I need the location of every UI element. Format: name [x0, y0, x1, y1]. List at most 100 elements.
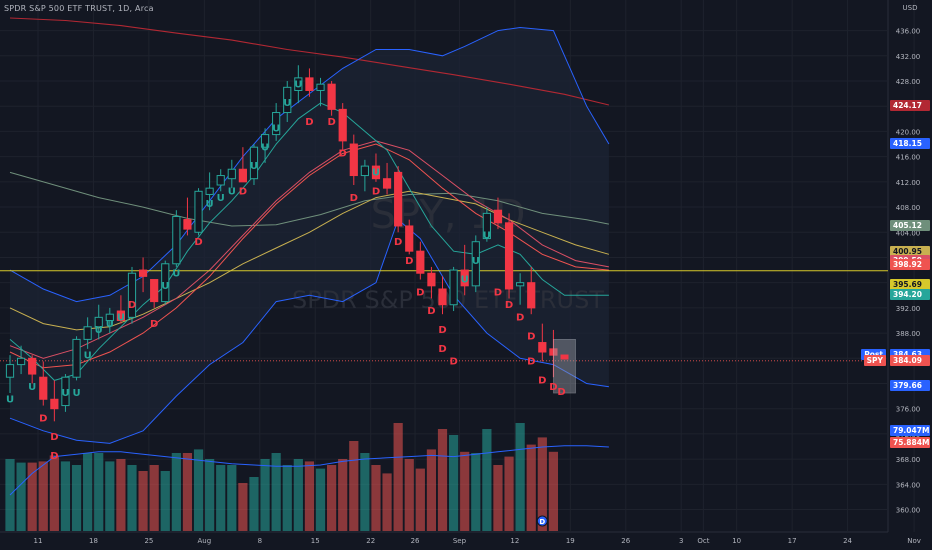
x-tick-label: 25	[144, 537, 153, 545]
price-badge: 398.92	[890, 258, 930, 270]
volume-bar	[49, 455, 59, 531]
x-tick-label: 12	[510, 537, 519, 545]
candle-body	[405, 225, 414, 252]
volume-bar	[127, 465, 137, 531]
candle-body	[61, 376, 70, 407]
event-bubble-label: D	[539, 518, 545, 526]
volume-bar	[238, 483, 248, 531]
price-badge: 424.17	[890, 99, 930, 111]
volume-bar	[482, 429, 492, 531]
volume-bar	[537, 437, 547, 531]
volume-bar	[116, 459, 126, 531]
down-marker: D	[39, 413, 47, 424]
up-marker: U	[461, 275, 469, 286]
down-marker: D	[416, 287, 424, 298]
candle-body	[249, 146, 259, 180]
down-marker: D	[394, 237, 402, 248]
volume-bar	[260, 459, 270, 531]
volume-bar	[138, 471, 148, 531]
x-tick-label: 26	[621, 537, 630, 545]
y-tick-label: 420.00	[896, 128, 921, 136]
volume-bar	[27, 462, 37, 531]
y-tick-label: 436.00	[896, 28, 921, 36]
volume-bar	[449, 435, 459, 531]
candle-body	[205, 187, 214, 195]
price-badge: 418.15	[890, 137, 930, 149]
up-marker: U	[106, 319, 114, 330]
bollinger-upper-line	[9, 26, 610, 303]
candle-body	[394, 171, 403, 227]
price-badge: 405.12	[890, 219, 930, 231]
down-marker: D	[239, 186, 247, 197]
y-tick-label: 392.00	[896, 305, 921, 313]
volume-bar	[548, 451, 559, 531]
price-badge: 394.20	[890, 288, 930, 300]
candle-body	[349, 143, 358, 177]
y-tick-label: 416.00	[896, 154, 921, 162]
indicator-lines	[0, 17, 888, 444]
candle-body	[83, 326, 92, 340]
volume-bar	[38, 461, 48, 531]
candle-body	[272, 112, 281, 136]
y-tick-label: 432.00	[896, 53, 921, 61]
candle-body	[260, 134, 270, 148]
up-marker: U	[172, 268, 180, 279]
y-tick-label: 376.00	[896, 406, 921, 414]
y-tick-label: 388.00	[896, 330, 921, 338]
down-marker: D	[50, 432, 58, 443]
y-tick-label: 364.00	[896, 481, 921, 489]
candle-body	[305, 77, 314, 91]
candle-body	[516, 282, 525, 287]
volume-bar	[227, 465, 237, 531]
bollinger-fill	[10, 27, 609, 444]
volume-bar	[515, 423, 525, 531]
volume-bar	[149, 465, 159, 531]
price-badge-tag: SPY	[863, 355, 886, 367]
volume-bar	[182, 453, 193, 531]
down-marker: D	[527, 331, 535, 342]
x-tick-label: 15	[311, 537, 320, 545]
volume-bar	[371, 465, 381, 531]
y-tick-label: 368.00	[896, 456, 921, 464]
volume-bar	[271, 453, 281, 531]
down-marker: D	[449, 357, 457, 368]
x-tick-label: 24	[843, 537, 852, 545]
up-marker: U	[472, 256, 480, 267]
candle-body	[360, 165, 369, 177]
volume-bar	[382, 473, 392, 531]
price-badge: 395.69	[890, 279, 930, 291]
up-marker: U	[84, 350, 92, 361]
y-tick-label: 360.00	[896, 507, 921, 515]
volume-bar	[493, 465, 503, 531]
currency-label: USD	[903, 4, 918, 12]
candles	[5, 65, 576, 422]
up-marker: U	[283, 98, 291, 109]
down-marker: D	[438, 344, 446, 355]
volume-bar	[83, 453, 93, 531]
candle-body	[16, 357, 26, 366]
down-marker: D	[339, 149, 347, 160]
candle-body	[482, 212, 491, 240]
volume-bar	[471, 453, 481, 531]
up-marker: U	[261, 142, 269, 153]
x-tick-label: 10	[732, 537, 741, 545]
up-marker: U	[217, 193, 225, 204]
x-tick-label: 11	[34, 537, 43, 545]
volume-bar	[249, 477, 259, 531]
volume-bar	[293, 459, 303, 531]
x-tick-label: Nov	[907, 537, 921, 545]
up-marker: U	[483, 231, 491, 242]
candle-body	[5, 364, 15, 378]
up-marker: U	[206, 199, 214, 210]
chart-header-title: SPDR S&P 500 ETF TRUST, 1D, Arca	[4, 4, 154, 13]
volume-bar	[327, 465, 337, 531]
up-marker: U	[294, 79, 302, 90]
x-tick-label: Aug	[198, 537, 212, 545]
up-marker: U	[72, 388, 80, 399]
down-marker: D	[50, 451, 58, 462]
volume-bar	[504, 456, 514, 531]
selection-candle	[560, 354, 569, 360]
x-tick-label: Oct	[697, 537, 709, 545]
